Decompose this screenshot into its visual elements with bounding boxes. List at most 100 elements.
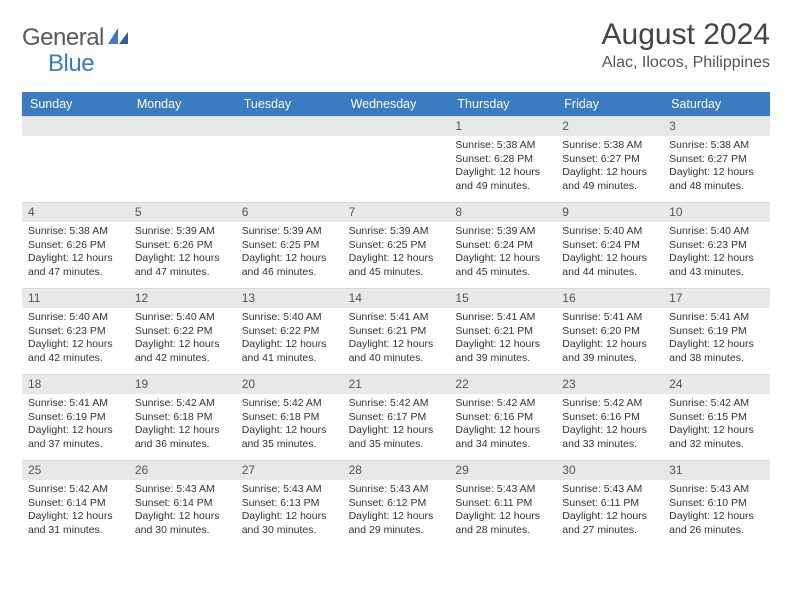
day-details: Sunrise: 5:43 AMSunset: 6:14 PMDaylight:… <box>129 480 236 541</box>
sunset-line: Sunset: 6:26 PM <box>28 239 123 252</box>
daylight-line: Daylight: 12 hours and 31 minutes. <box>28 510 123 537</box>
sunset-line: Sunset: 6:19 PM <box>669 325 764 338</box>
day-number: 24 <box>663 374 770 394</box>
calendar-cell: 18Sunrise: 5:41 AMSunset: 6:19 PMDayligh… <box>22 374 129 460</box>
daylight-line: Daylight: 12 hours and 34 minutes. <box>455 424 550 451</box>
sunrise-line: Sunrise: 5:43 AM <box>242 483 337 496</box>
calendar-cell: 10Sunrise: 5:40 AMSunset: 6:23 PMDayligh… <box>663 202 770 288</box>
day-details: Sunrise: 5:42 AMSunset: 6:16 PMDaylight:… <box>449 394 556 455</box>
calendar-cell: 25Sunrise: 5:42 AMSunset: 6:14 PMDayligh… <box>22 460 129 546</box>
sunrise-line: Sunrise: 5:43 AM <box>669 483 764 496</box>
sunset-line: Sunset: 6:20 PM <box>562 325 657 338</box>
sunrise-line: Sunrise: 5:41 AM <box>562 311 657 324</box>
sunset-line: Sunset: 6:16 PM <box>562 411 657 424</box>
daylight-line: Daylight: 12 hours and 49 minutes. <box>455 166 550 193</box>
daylight-line: Daylight: 12 hours and 40 minutes. <box>349 338 444 365</box>
sunset-line: Sunset: 6:18 PM <box>242 411 337 424</box>
sunset-line: Sunset: 6:27 PM <box>562 153 657 166</box>
day-number: 31 <box>663 460 770 480</box>
day-details: Sunrise: 5:38 AMSunset: 6:27 PMDaylight:… <box>663 136 770 197</box>
calendar-cell: 13Sunrise: 5:40 AMSunset: 6:22 PMDayligh… <box>236 288 343 374</box>
day-details: Sunrise: 5:40 AMSunset: 6:22 PMDaylight:… <box>236 308 343 369</box>
day-details: Sunrise: 5:39 AMSunset: 6:24 PMDaylight:… <box>449 222 556 283</box>
sunrise-line: Sunrise: 5:38 AM <box>669 139 764 152</box>
day-details: Sunrise: 5:40 AMSunset: 6:23 PMDaylight:… <box>22 308 129 369</box>
calendar-cell: 19Sunrise: 5:42 AMSunset: 6:18 PMDayligh… <box>129 374 236 460</box>
day-details: Sunrise: 5:42 AMSunset: 6:18 PMDaylight:… <box>236 394 343 455</box>
calendar-cell: 17Sunrise: 5:41 AMSunset: 6:19 PMDayligh… <box>663 288 770 374</box>
sunset-line: Sunset: 6:27 PM <box>669 153 764 166</box>
day-number: 18 <box>22 374 129 394</box>
sunrise-line: Sunrise: 5:40 AM <box>135 311 230 324</box>
day-number: 26 <box>129 460 236 480</box>
daylight-line: Daylight: 12 hours and 41 minutes. <box>242 338 337 365</box>
daylight-line: Daylight: 12 hours and 48 minutes. <box>669 166 764 193</box>
sunset-line: Sunset: 6:28 PM <box>455 153 550 166</box>
calendar-cell: 2Sunrise: 5:38 AMSunset: 6:27 PMDaylight… <box>556 116 663 202</box>
sunset-line: Sunset: 6:18 PM <box>135 411 230 424</box>
day-details: Sunrise: 5:39 AMSunset: 6:25 PMDaylight:… <box>343 222 450 283</box>
sunrise-line: Sunrise: 5:43 AM <box>455 483 550 496</box>
sunrise-line: Sunrise: 5:40 AM <box>669 225 764 238</box>
sunset-line: Sunset: 6:26 PM <box>135 239 230 252</box>
calendar-cell: 26Sunrise: 5:43 AMSunset: 6:14 PMDayligh… <box>129 460 236 546</box>
day-number: 9 <box>556 202 663 222</box>
daylight-line: Daylight: 12 hours and 42 minutes. <box>135 338 230 365</box>
sunset-line: Sunset: 6:11 PM <box>562 497 657 510</box>
daylight-line: Daylight: 12 hours and 38 minutes. <box>669 338 764 365</box>
sunset-line: Sunset: 6:24 PM <box>562 239 657 252</box>
daylight-line: Daylight: 12 hours and 36 minutes. <box>135 424 230 451</box>
weekday-wednesday: Wednesday <box>343 92 450 116</box>
daylight-line: Daylight: 12 hours and 33 minutes. <box>562 424 657 451</box>
day-number: 28 <box>343 460 450 480</box>
calendar-cell: 20Sunrise: 5:42 AMSunset: 6:18 PMDayligh… <box>236 374 343 460</box>
day-details: Sunrise: 5:38 AMSunset: 6:28 PMDaylight:… <box>449 136 556 197</box>
daylight-line: Daylight: 12 hours and 39 minutes. <box>455 338 550 365</box>
calendar-cell: 4Sunrise: 5:38 AMSunset: 6:26 PMDaylight… <box>22 202 129 288</box>
sunrise-line: Sunrise: 5:41 AM <box>455 311 550 324</box>
daylight-line: Daylight: 12 hours and 37 minutes. <box>28 424 123 451</box>
calendar-grid: 1Sunrise: 5:38 AMSunset: 6:28 PMDaylight… <box>22 116 770 546</box>
sunset-line: Sunset: 6:10 PM <box>669 497 764 510</box>
sunrise-line: Sunrise: 5:39 AM <box>135 225 230 238</box>
calendar-cell: 7Sunrise: 5:39 AMSunset: 6:25 PMDaylight… <box>343 202 450 288</box>
month-title: August 2024 <box>602 18 770 52</box>
sunrise-line: Sunrise: 5:40 AM <box>562 225 657 238</box>
weekday-tuesday: Tuesday <box>236 92 343 116</box>
sunrise-line: Sunrise: 5:41 AM <box>349 311 444 324</box>
day-details: Sunrise: 5:41 AMSunset: 6:21 PMDaylight:… <box>449 308 556 369</box>
day-number: 1 <box>449 116 556 136</box>
calendar-cell: 23Sunrise: 5:42 AMSunset: 6:16 PMDayligh… <box>556 374 663 460</box>
brand-text-blue: Blue <box>48 50 94 78</box>
sunrise-line: Sunrise: 5:39 AM <box>349 225 444 238</box>
calendar-cell-empty <box>129 116 236 202</box>
daylight-line: Daylight: 12 hours and 43 minutes. <box>669 252 764 279</box>
day-details: Sunrise: 5:39 AMSunset: 6:25 PMDaylight:… <box>236 222 343 283</box>
day-number: 4 <box>22 202 129 222</box>
day-details: Sunrise: 5:41 AMSunset: 6:20 PMDaylight:… <box>556 308 663 369</box>
day-number: 16 <box>556 288 663 308</box>
day-details: Sunrise: 5:43 AMSunset: 6:11 PMDaylight:… <box>449 480 556 541</box>
calendar-cell: 27Sunrise: 5:43 AMSunset: 6:13 PMDayligh… <box>236 460 343 546</box>
day-details: Sunrise: 5:41 AMSunset: 6:19 PMDaylight:… <box>22 394 129 455</box>
day-number: 6 <box>236 202 343 222</box>
sunset-line: Sunset: 6:24 PM <box>455 239 550 252</box>
day-details: Sunrise: 5:41 AMSunset: 6:19 PMDaylight:… <box>663 308 770 369</box>
day-number: 29 <box>449 460 556 480</box>
daylight-line: Daylight: 12 hours and 26 minutes. <box>669 510 764 537</box>
day-details: Sunrise: 5:42 AMSunset: 6:15 PMDaylight:… <box>663 394 770 455</box>
calendar-cell: 15Sunrise: 5:41 AMSunset: 6:21 PMDayligh… <box>449 288 556 374</box>
daylight-line: Daylight: 12 hours and 45 minutes. <box>455 252 550 279</box>
calendar-cell: 12Sunrise: 5:40 AMSunset: 6:22 PMDayligh… <box>129 288 236 374</box>
brand-text-general: General <box>22 24 104 52</box>
day-details: Sunrise: 5:42 AMSunset: 6:17 PMDaylight:… <box>343 394 450 455</box>
daylight-line: Daylight: 12 hours and 47 minutes. <box>28 252 123 279</box>
daylight-line: Daylight: 12 hours and 47 minutes. <box>135 252 230 279</box>
sunrise-line: Sunrise: 5:42 AM <box>28 483 123 496</box>
daylight-line: Daylight: 12 hours and 44 minutes. <box>562 252 657 279</box>
day-number: 7 <box>343 202 450 222</box>
sunset-line: Sunset: 6:25 PM <box>349 239 444 252</box>
day-details: Sunrise: 5:43 AMSunset: 6:12 PMDaylight:… <box>343 480 450 541</box>
day-number: 8 <box>449 202 556 222</box>
brand-sail-icon <box>108 26 130 51</box>
